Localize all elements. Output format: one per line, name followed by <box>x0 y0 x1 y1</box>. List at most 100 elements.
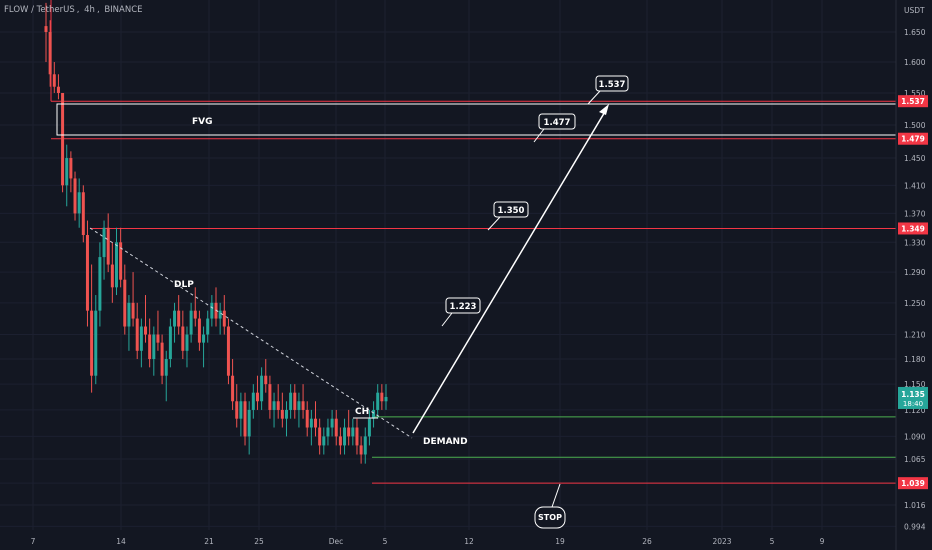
callout-1223[interactable]: 1.223 <box>441 297 481 327</box>
y-tick-label: 1.550 <box>904 89 926 98</box>
x-tick-label: 19 <box>555 537 565 546</box>
candle-body <box>305 409 309 428</box>
dlp-trendline[interactable] <box>89 227 413 439</box>
y-tick-label: 1.210 <box>904 331 926 340</box>
candle <box>330 409 334 437</box>
candle <box>185 326 189 368</box>
candle-body <box>326 427 330 437</box>
candle <box>65 144 69 207</box>
callout-1537[interactable]: 1.537 <box>587 75 629 105</box>
candle-body <box>260 375 264 402</box>
candle <box>272 392 276 428</box>
y-tick-label: 1.180 <box>904 355 926 364</box>
candle-body <box>152 334 156 360</box>
candle-body <box>148 334 152 360</box>
candle <box>156 310 160 351</box>
price-tag <box>898 132 928 145</box>
axis-currency: USDT <box>904 6 925 15</box>
candle <box>218 302 222 335</box>
candle-body <box>334 418 338 437</box>
candle <box>168 318 172 368</box>
candle-body <box>156 334 160 343</box>
candle <box>343 418 347 455</box>
current-price-tag <box>898 386 928 409</box>
candle <box>181 310 185 360</box>
callout-1350[interactable]: 1.350 <box>487 201 529 231</box>
candle <box>351 418 355 446</box>
stop-callout[interactable]: STOP <box>534 483 566 529</box>
time-axis[interactable]: 7 14 21 25 Dec 5 12 19 26 2023 5 9 <box>31 537 825 546</box>
price-tag-label: 1.039 <box>901 479 925 488</box>
y-tick-label: 1.600 <box>904 58 926 67</box>
candle <box>48 20 52 87</box>
candle-body <box>81 192 85 235</box>
candle-body <box>384 396 388 402</box>
candle <box>367 409 371 446</box>
candlestick-series <box>44 2 388 464</box>
price-tag-label: 1.537 <box>901 97 925 106</box>
candle-body <box>322 436 326 446</box>
candle <box>297 392 301 428</box>
y-tick-label: 1.450 <box>904 154 926 163</box>
x-tick-label: Dec <box>329 537 344 546</box>
candle-body <box>239 401 243 419</box>
candle <box>177 295 181 335</box>
candle <box>334 409 338 446</box>
candle <box>243 392 247 446</box>
candle-body <box>347 427 351 437</box>
candle-body <box>380 392 384 402</box>
horizontal-levels[interactable] <box>50 0 896 484</box>
candle <box>81 185 85 243</box>
candle-body <box>268 384 272 410</box>
candle <box>305 401 309 437</box>
callout-1350-text: 1.350 <box>498 206 525 216</box>
candle-body <box>131 302 135 319</box>
candle-body <box>160 342 164 376</box>
candle-body <box>197 318 201 343</box>
x-tick-label: 5 <box>383 537 388 546</box>
candle-body <box>280 409 284 419</box>
projection-arrow[interactable] <box>412 109 607 434</box>
candle-body <box>98 257 102 311</box>
callout-1477-text: 1.477 <box>544 118 571 128</box>
candle <box>260 367 264 410</box>
candle-body <box>289 392 293 410</box>
candle <box>347 409 351 446</box>
ch-label: CH <box>355 407 369 417</box>
y-tick-label: 1.330 <box>904 238 926 247</box>
candle <box>127 295 131 351</box>
candle-body <box>372 409 376 419</box>
candle-body <box>102 227 106 258</box>
candle <box>102 220 106 280</box>
y-tick-label: 1.370 <box>904 209 926 218</box>
candle <box>131 272 135 327</box>
candle-body <box>318 427 322 446</box>
candle <box>135 302 139 360</box>
candle-body <box>52 74 56 87</box>
candle-body <box>144 326 148 335</box>
y-tick-label: 0.994 <box>904 522 926 531</box>
callout-1477[interactable]: 1.477 <box>533 113 576 143</box>
candle <box>106 213 110 273</box>
candle-body <box>77 192 81 214</box>
y-tick-label: 1.016 <box>904 501 926 510</box>
drawings-layer[interactable]: FVG DLP CH DEMAND 1.537 1.477 1.350 1.22… <box>56 75 897 529</box>
candle <box>210 295 214 327</box>
symbol-title[interactable]: FLOW / TetherUS, 4h, BINANCE <box>4 5 143 15</box>
candle-body <box>139 326 143 351</box>
demand-label: DEMAND <box>423 437 468 447</box>
candle-body <box>185 334 189 351</box>
candle-body <box>181 326 185 351</box>
y-tick-label: 1.650 <box>904 28 926 37</box>
candle-body <box>202 334 206 343</box>
candle <box>44 2 48 63</box>
candle <box>189 302 193 343</box>
candle <box>98 242 102 327</box>
x-tick-label: 7 <box>31 537 36 546</box>
fvg-label: FVG <box>192 117 213 127</box>
candle <box>268 375 272 419</box>
candle-body <box>65 158 69 186</box>
candle-body <box>284 409 288 419</box>
price-axis[interactable]: USDT 1.650 1.600 1.550 1.500 1.450 1.410 1.370 1… <box>895 0 928 550</box>
